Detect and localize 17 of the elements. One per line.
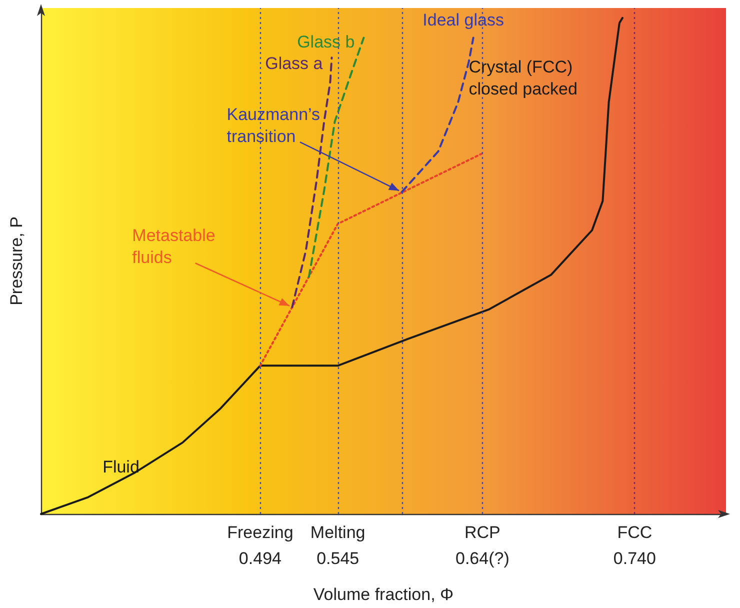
annotation: Kauzmann’s transition	[226, 105, 320, 146]
x-axis-title: Volume fraction, Φ	[313, 585, 454, 604]
annotation: Metastable fluids	[132, 226, 216, 268]
x-tick-label: 0.545	[316, 549, 360, 568]
ref-line-label: Freezing	[227, 523, 294, 542]
series-label: Glass b	[297, 32, 355, 52]
annotation: Crystal (FCC) closed packed	[468, 57, 578, 98]
series-label: Glass a	[265, 54, 324, 74]
series-label: Ideal glass	[422, 10, 504, 30]
ref-line-label: FCC	[617, 523, 652, 542]
x-tick-label: 0.740	[613, 549, 656, 568]
ref-line-label: Melting	[310, 523, 366, 542]
x-tick-label: 0.494	[238, 549, 282, 568]
ref-line-label: RCP	[464, 523, 500, 542]
annotation: Fluid	[102, 458, 140, 477]
y-axis-title: Pressure, P	[7, 216, 26, 306]
x-tick-label: 0.64(?)	[456, 549, 510, 568]
